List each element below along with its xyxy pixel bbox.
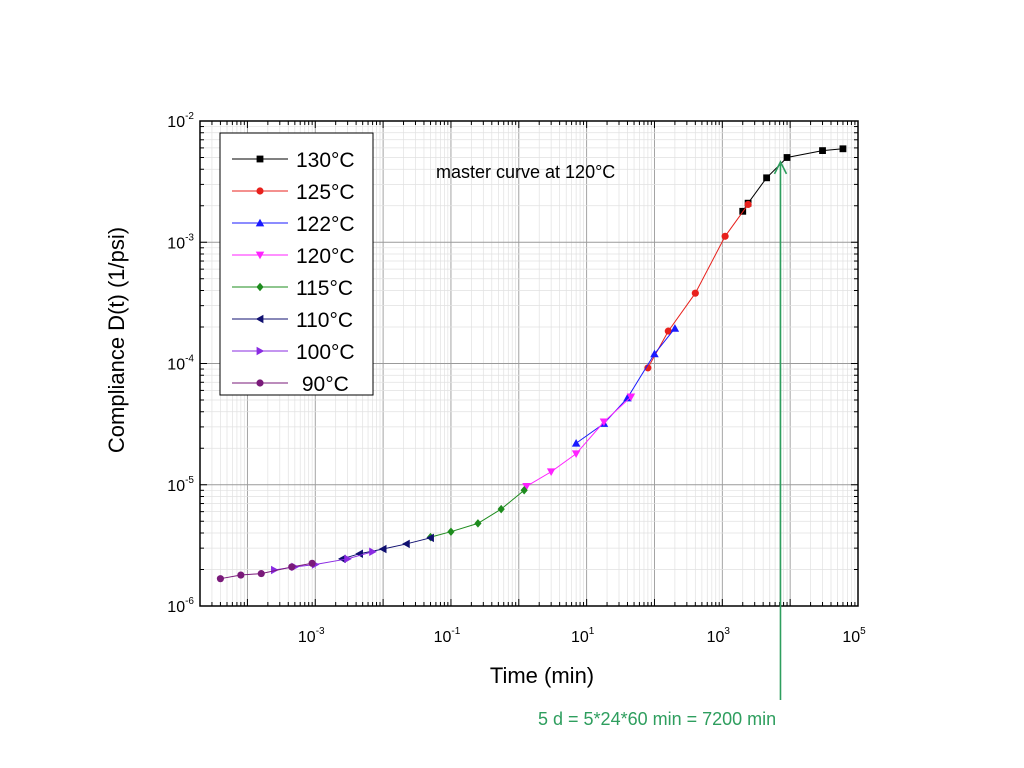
legend-marker [255, 251, 265, 260]
y-tick-label: 10-2 [167, 111, 194, 131]
data-point [355, 549, 363, 558]
arrow-head [773, 160, 788, 175]
series-1 [644, 200, 752, 372]
data-point [402, 539, 410, 549]
series-7 [216, 559, 316, 583]
data-point [783, 154, 791, 161]
legend-label: 90°C [296, 373, 349, 396]
legend-label: 115°C [296, 277, 353, 300]
y-axis-title: Compliance D(t) (1/psi) [104, 227, 129, 453]
legend-marker [255, 314, 264, 324]
data-point [237, 571, 245, 579]
data-point [216, 575, 224, 583]
time-annotation: 5 d = 5*24*60 min = 7200 min [538, 709, 776, 729]
y-tick-label: 10-3 [167, 232, 194, 252]
legend-label: 125°C [296, 181, 355, 204]
data-point [369, 547, 377, 557]
data-point [691, 289, 699, 297]
data-point [744, 200, 752, 209]
legend-marker [256, 346, 265, 356]
data-point [338, 554, 346, 564]
data-point [571, 438, 581, 447]
data-point [839, 145, 847, 153]
ticks: 10-3 10-1 101 103 105 10-6 10-5 10-4 10-3 10-2 [167, 111, 866, 646]
legend-marker [256, 187, 264, 195]
series-layer [216, 145, 847, 583]
data-point [271, 565, 279, 575]
data-point [623, 393, 632, 402]
series-line [742, 148, 843, 212]
legend-label: 120°C [296, 245, 355, 268]
data-point [546, 468, 556, 477]
data-point [763, 174, 771, 182]
legend-marker [255, 218, 265, 227]
legend-label: 122°C [296, 213, 355, 236]
data-point [664, 327, 672, 335]
series-5 [338, 533, 434, 564]
x-axis-title: Time (min) [490, 663, 594, 688]
y-tick-label: 10-5 [167, 475, 194, 495]
series-3 [522, 393, 636, 491]
data-point [426, 533, 434, 543]
data-point [626, 393, 636, 402]
series-2 [571, 324, 680, 447]
data-point [447, 527, 455, 536]
data-point [670, 324, 680, 332]
x-tick-label: 105 [842, 626, 866, 646]
legend-label: 130°C [296, 149, 355, 172]
time-arrow [773, 160, 788, 700]
x-tick-label: 103 [707, 626, 731, 646]
data-point [308, 559, 316, 567]
master-curve-annotation: master curve at 120°C [436, 162, 615, 182]
data-point [599, 418, 609, 427]
data-point [378, 544, 387, 554]
x-tick-label: 101 [571, 626, 595, 646]
x-tick-label: 10-1 [434, 626, 461, 646]
data-point [344, 554, 352, 564]
y-tick-label: 10-4 [167, 354, 194, 374]
data-point [819, 147, 826, 155]
y-tick-label: 10-6 [167, 596, 194, 616]
series-line [220, 562, 313, 580]
legend-marker [256, 379, 264, 387]
data-point [474, 519, 482, 528]
data-point [288, 563, 296, 571]
data-point [650, 349, 659, 358]
data-point [721, 232, 729, 240]
data-point [497, 504, 505, 514]
data-point [644, 364, 652, 372]
legend-marker [256, 282, 264, 292]
legend-marker [256, 155, 264, 163]
data-point [522, 482, 531, 491]
series-0 [739, 145, 847, 215]
data-point [257, 570, 265, 578]
legend-label: 100°C [296, 341, 355, 364]
x-tick-label: 10-3 [298, 626, 325, 646]
data-point [571, 450, 581, 459]
data-point [520, 486, 528, 495]
legend-label: 110°C [296, 309, 353, 332]
legend: 130°C 125°C 122°C 120°C 115°C 110°C 100°C 90°C [219, 132, 374, 396]
